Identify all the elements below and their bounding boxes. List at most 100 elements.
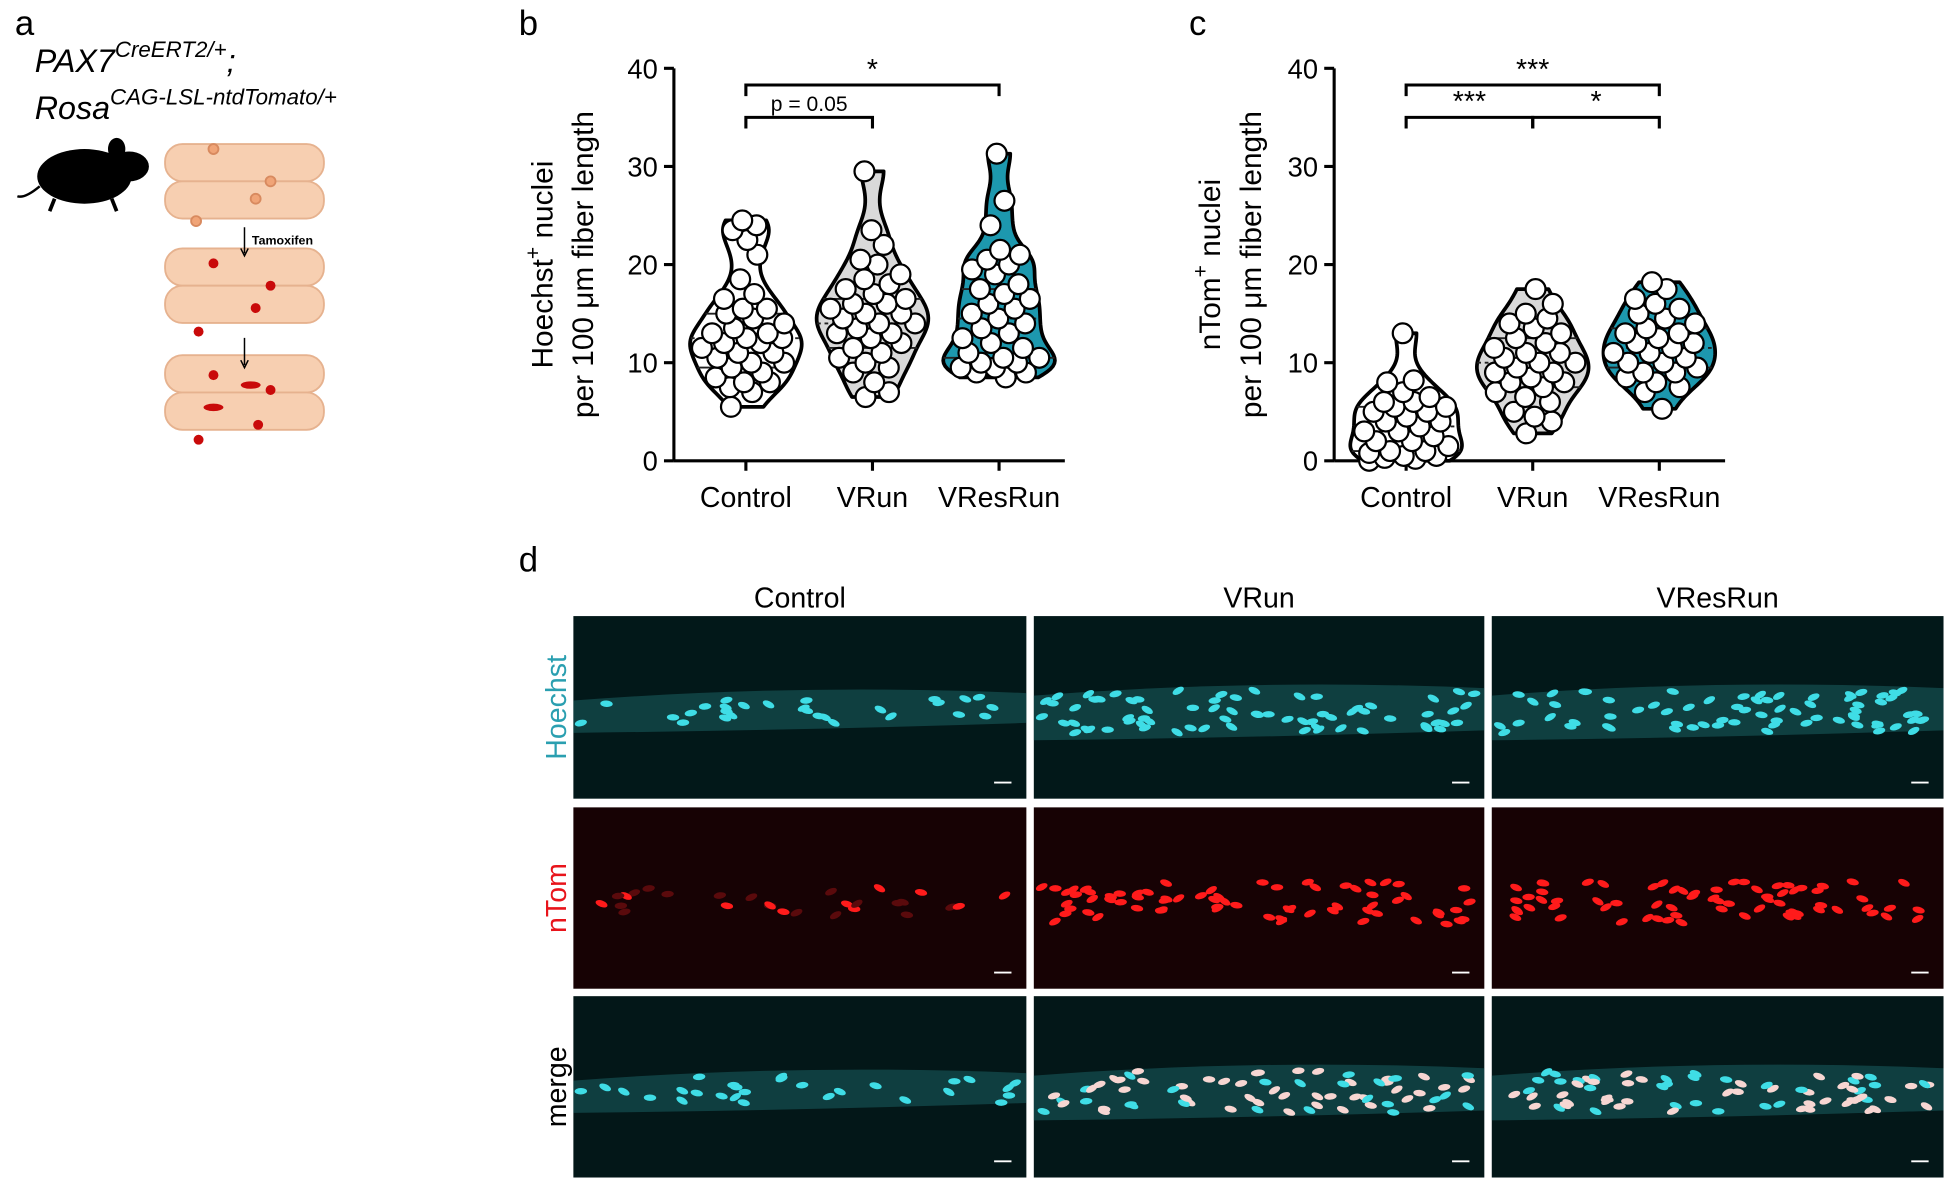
nucleus [1528,1102,1541,1110]
nucleus [762,700,775,709]
y-tick-label: 20 [627,249,657,280]
nucleus [1917,716,1930,724]
data-point [1651,397,1674,420]
nucleus [979,712,992,720]
nucleus [1549,701,1562,709]
nucleus [1885,694,1898,702]
nucleus [1710,886,1723,893]
nucleus [1457,885,1471,892]
micrograph [1033,996,1485,1178]
nucleus [1294,1079,1306,1088]
nucleus [1668,885,1681,894]
nucleus [1510,897,1523,905]
fiber-diagrams [164,143,325,445]
nucleus [1803,1106,1816,1113]
nucleus [1761,727,1774,735]
nucleus [1603,724,1616,732]
nucleus [643,1094,657,1101]
nucleus [1423,1105,1436,1112]
nucleus [819,713,831,722]
nucleus [1391,1085,1403,1094]
nucleus [1856,895,1869,903]
data-point [731,209,754,232]
nucleus [1535,895,1548,904]
significance-label: p = 0.05 [771,93,848,116]
nucleus [1816,882,1830,890]
significance-label: * [867,54,878,86]
nucleus [1124,1101,1137,1108]
nucleus [1401,1095,1414,1103]
significance-label: *** [1516,54,1549,86]
nucleus [1873,727,1886,735]
label-part: nTom [1194,277,1227,350]
nucleus [963,1075,976,1084]
nucleus [1771,882,1784,890]
nucleus [1578,688,1591,695]
gene: Rosa [35,90,110,126]
data-point [1632,361,1655,384]
nucleus [1051,692,1064,701]
nucleus [1850,1096,1864,1103]
nucleus [1049,917,1061,926]
nucleus [1224,1105,1237,1113]
data-point [1014,312,1037,335]
nucleus [1060,899,1073,908]
nucleus [595,900,608,908]
nucleus [952,902,965,910]
nucleus [1715,905,1728,913]
nucleus [1388,1075,1401,1082]
nucleus [1079,885,1092,893]
image-grid [573,616,1944,1178]
nucleus [1548,1070,1561,1078]
data-point [743,282,766,306]
data-point [1644,292,1667,315]
nucleus [1621,1079,1635,1087]
nucleus [959,695,972,703]
nucleus [896,898,909,906]
nucleus [1364,1101,1377,1109]
nucleus [1697,721,1710,729]
nucleus [1587,1078,1600,1086]
nucleus [1571,1080,1584,1088]
nucleus [1452,688,1466,696]
data-point [863,371,886,394]
data-point [1514,385,1537,409]
nucleus [720,696,733,704]
nucleus [1304,909,1316,918]
nucleus [1283,1108,1296,1116]
nucleus [1208,704,1220,713]
nucleus [1057,719,1071,727]
nucleus [1813,905,1825,914]
nucleus [1251,1105,1264,1114]
nucleus [1331,902,1344,911]
data-point [1353,420,1376,443]
genotype: RosaCAG-LSL-ntdTomato/+ [35,84,337,126]
panel-label: b [519,5,538,43]
nucleus [715,1092,728,1100]
y-tick-label: 40 [1288,53,1318,84]
treatment-label: Tamoxifen [252,234,313,248]
nucleus [1884,1096,1897,1104]
nucleus [1526,1092,1538,1101]
nucleus [1141,705,1153,715]
nucleus [1734,1080,1747,1088]
nucleus [1366,901,1378,910]
nucleus [1248,686,1261,695]
nucleus [1554,1078,1567,1085]
nucleus [720,902,734,910]
nucleus [1660,1074,1672,1084]
nucleus [1711,722,1725,729]
nucleus [796,1081,809,1089]
nucleus [1357,917,1370,925]
nucleus [1536,888,1549,896]
nucleus [1656,1082,1669,1091]
data-point [960,258,984,281]
nucleus [1791,910,1804,918]
nucleus [1847,713,1860,721]
nucleus [1179,1094,1192,1102]
nucleus [1819,1097,1832,1105]
nucleus [1365,702,1378,710]
data-point [1418,385,1441,409]
nucleus [1349,884,1362,893]
